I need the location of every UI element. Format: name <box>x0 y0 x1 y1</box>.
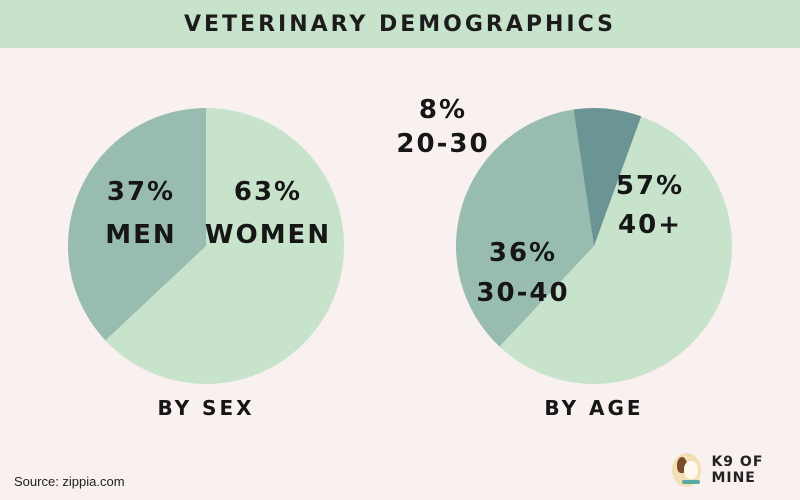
chart-title: Veterinary Demographics <box>183 11 616 37</box>
slice-30-40 <box>456 109 594 347</box>
dog-logo-icon <box>672 453 702 487</box>
age-20-30-name-label: 20-30 <box>396 129 489 159</box>
slice-women <box>105 108 344 385</box>
brand-logo: K9 of Mine <box>672 450 800 490</box>
by-sex-caption: By Sex <box>157 396 254 420</box>
age-40-percent-label: 57% <box>616 171 684 201</box>
age-30-40-name-label: 30-40 <box>476 278 569 308</box>
men-percent-label: 37% <box>107 177 175 207</box>
slice-40-plus <box>499 116 732 384</box>
age-30-40-percent-label: 36% <box>489 238 557 268</box>
age-20-30-percent-label: 8% <box>419 95 467 125</box>
title-banner: Veterinary Demographics <box>0 0 800 48</box>
women-percent-label: 63% <box>234 177 302 207</box>
slice-men <box>67 108 206 341</box>
pie-by-age: 57% 40+ 36% 30-40 8% 20-30 By Age <box>396 95 732 420</box>
age-40-name-label: 40+ <box>618 210 682 240</box>
women-name-label: Women <box>205 220 331 250</box>
brand-name: K9 of Mine <box>711 454 764 486</box>
source-credit: Source: zippia.com <box>14 474 125 489</box>
by-age-caption: By Age <box>544 396 643 420</box>
charts-canvas: 63% Women 37% Men By Sex 57% 40+ 36% 30-… <box>67 95 732 420</box>
men-name-label: Men <box>105 220 176 250</box>
pie-by-sex: 63% Women 37% Men By Sex <box>67 108 344 420</box>
slice-20-30 <box>573 107 642 246</box>
